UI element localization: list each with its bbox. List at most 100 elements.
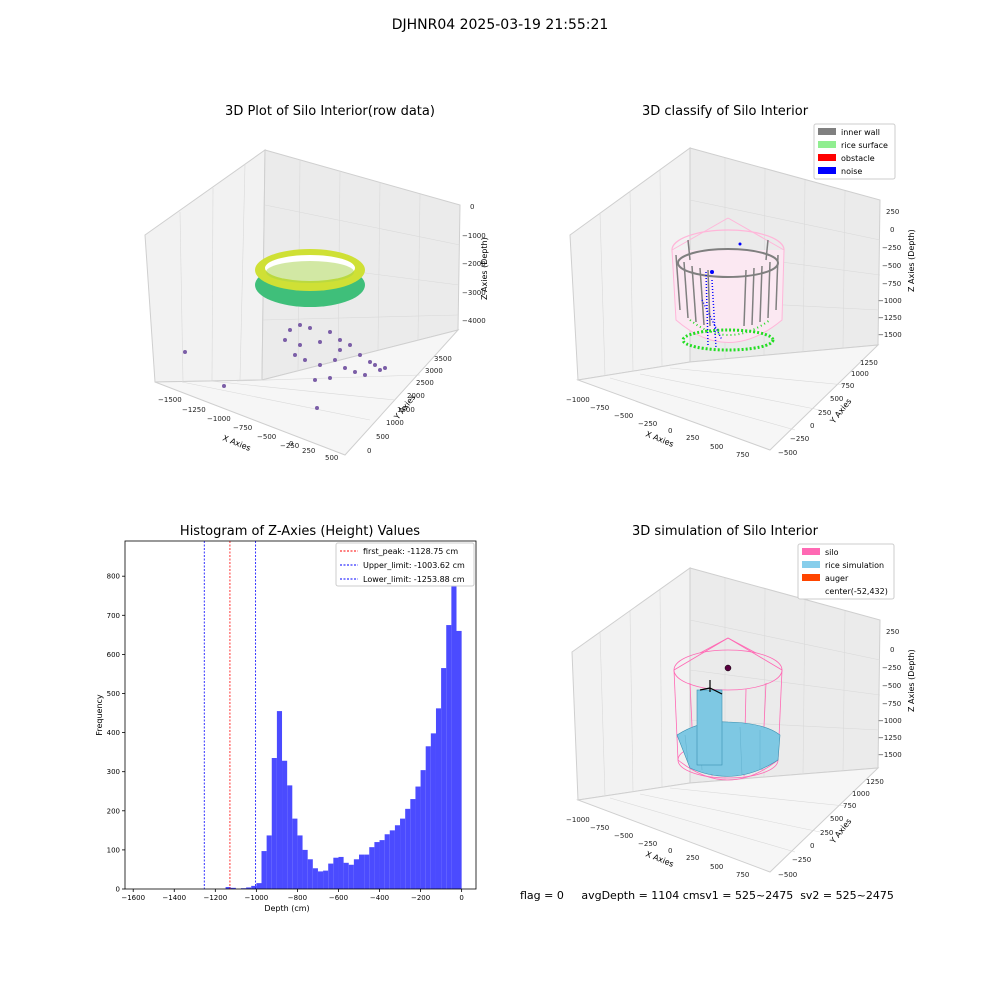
raw-xtick: 500 xyxy=(325,454,338,462)
histogram-bar xyxy=(261,851,267,889)
classify-ytick: 1000 xyxy=(851,370,869,378)
classify-xtick: 0 xyxy=(668,427,672,435)
histogram-bar xyxy=(446,625,452,889)
histogram-bar xyxy=(410,799,416,889)
legend-label: inner wall xyxy=(841,128,880,137)
raw-y-axis-label: Y Axies xyxy=(392,393,418,422)
raw-tick-labels: −1500 −1250 −1000 −750 −500 −250 0 250 5… xyxy=(158,203,486,462)
simulation-z-axis-label: Z Axies (Depth) xyxy=(907,649,916,712)
classify-tick-labels: −1000 −750 −500 −250 0 250 500 750 −500 … xyxy=(566,208,902,459)
raw-ytick: 0 xyxy=(367,447,371,455)
simulation-xtick: 0 xyxy=(668,847,672,855)
classify-ytick: 0 xyxy=(810,422,814,430)
raw-xtick: −250 xyxy=(280,442,299,450)
histogram-y-tick-label: 0 xyxy=(116,886,120,894)
legend-swatch-obstacle xyxy=(818,154,836,161)
legend-label: silo xyxy=(825,548,839,557)
simulation-x-axis-label: X Axies xyxy=(644,850,675,869)
histogram-legend: first_peak: -1128.75 cm Upper_limit: -10… xyxy=(335,542,475,587)
legend-label: obstacle xyxy=(841,154,875,163)
raw-ytick: 1000 xyxy=(386,419,404,427)
histogram-bar xyxy=(276,711,283,889)
classify-xtick: −1000 xyxy=(566,396,590,404)
raw-ytick: 2000 xyxy=(407,392,425,400)
classify-xtick: −250 xyxy=(638,420,657,428)
raw-x-axis-label: X Axies xyxy=(221,434,252,453)
histogram-bar xyxy=(353,859,359,889)
legend-label: first_peak: -1128.75 cm xyxy=(363,547,458,556)
simulation-ztick: −250 xyxy=(882,664,901,672)
raw-panel-title: 3D Plot of Silo Interior(row data) xyxy=(225,104,435,119)
histogram-bar xyxy=(297,835,303,889)
raw-ytick: 2500 xyxy=(416,379,434,387)
histogram-bar xyxy=(425,746,431,889)
legend-swatch-auger xyxy=(802,574,820,581)
histogram-bar xyxy=(343,862,349,889)
histogram-bar xyxy=(364,854,370,889)
classify-ztick: −250 xyxy=(882,244,901,252)
simulation-xtick: −500 xyxy=(614,832,633,840)
classify-y-axis-label: Y Axies xyxy=(828,397,854,426)
legend-swatch-rice-simulation xyxy=(802,561,820,568)
simulation-axes-panes xyxy=(571,567,881,873)
histogram-y-tick-label: 300 xyxy=(107,768,120,776)
histogram-x-tick-label: −1400 xyxy=(162,894,186,902)
simulation-xtick: −750 xyxy=(590,824,609,832)
simulation-xtick: 250 xyxy=(686,854,699,862)
raw-ztick: −2000 xyxy=(462,260,486,268)
classify-xtick: −750 xyxy=(590,404,609,412)
classify-ztick: −500 xyxy=(882,262,901,270)
classify-ytick: 500 xyxy=(830,395,843,403)
simulation-ytick: 1000 xyxy=(852,790,870,798)
rice-simulation-surface xyxy=(676,721,781,777)
histogram-y-axis-label: Frequency xyxy=(95,694,104,736)
histogram-bar xyxy=(307,859,313,889)
legend-label: center(-52,432) xyxy=(825,587,888,596)
histogram-reference-lines xyxy=(203,541,257,889)
classify-panel-title: 3D classify of Silo Interior xyxy=(641,104,809,119)
histogram-y-tick-label: 700 xyxy=(107,612,120,620)
silo-wireframe xyxy=(673,637,783,781)
classify-x-axis-label: X Axies xyxy=(644,430,675,449)
histogram-bar xyxy=(333,857,339,889)
raw-axes-panes xyxy=(144,149,461,456)
legend-label: Upper_limit: -1003.62 cm xyxy=(363,561,465,570)
simulation-tick-labels: −1000 −750 −500 −250 0 250 500 750 −500 … xyxy=(566,628,902,879)
raw-xtick: −1250 xyxy=(182,406,206,414)
simulation-ztick: −1500 xyxy=(878,751,902,759)
histogram-bar xyxy=(266,835,272,889)
histogram-bar xyxy=(379,840,385,889)
classify-ztick: −1250 xyxy=(878,314,902,322)
histogram-x-tick-label: −1200 xyxy=(203,894,227,902)
histogram-bar xyxy=(348,864,354,889)
histogram-y-ticks: 0 100 200 300 400 500 600 700 800 xyxy=(107,573,125,894)
histogram-bar xyxy=(405,808,411,889)
histogram-bar xyxy=(251,885,257,889)
classify-xtick: 750 xyxy=(736,451,749,459)
classify-xtick: 250 xyxy=(686,434,699,442)
legend-label: rice surface xyxy=(841,141,888,150)
simulation-ztick: −500 xyxy=(882,682,901,690)
raw-ytick: 1500 xyxy=(397,406,415,414)
classify-axes-panes xyxy=(569,147,881,451)
raw-ytick: 3000 xyxy=(425,367,443,375)
simulation-y-axis-label: Y Axies xyxy=(828,817,854,846)
raw-xtick: 0 xyxy=(289,440,293,448)
histogram-bar xyxy=(271,758,277,889)
histogram-x-tick-label: −1000 xyxy=(245,894,269,902)
simulation-silo-model xyxy=(673,637,783,781)
raw-xtick: −750 xyxy=(233,424,252,432)
classify-ztick: −1000 xyxy=(878,297,902,305)
histogram-bar xyxy=(246,887,252,889)
histogram-bar xyxy=(292,818,298,889)
histogram-bar xyxy=(240,888,247,889)
legend-swatch-rice-surface xyxy=(818,141,836,148)
classify-legend: inner wall rice surface obstacle noise xyxy=(813,123,896,180)
classify-ztick: −750 xyxy=(882,280,901,288)
simulation-status-line: flag = 0 avgDepth = 1104 cmsv1 = 525~247… xyxy=(520,889,894,902)
legend-label: rice simulation xyxy=(825,561,884,570)
histogram-bar xyxy=(317,871,324,889)
simulation-panel-title: 3D simulation of Silo Interior xyxy=(632,524,818,539)
